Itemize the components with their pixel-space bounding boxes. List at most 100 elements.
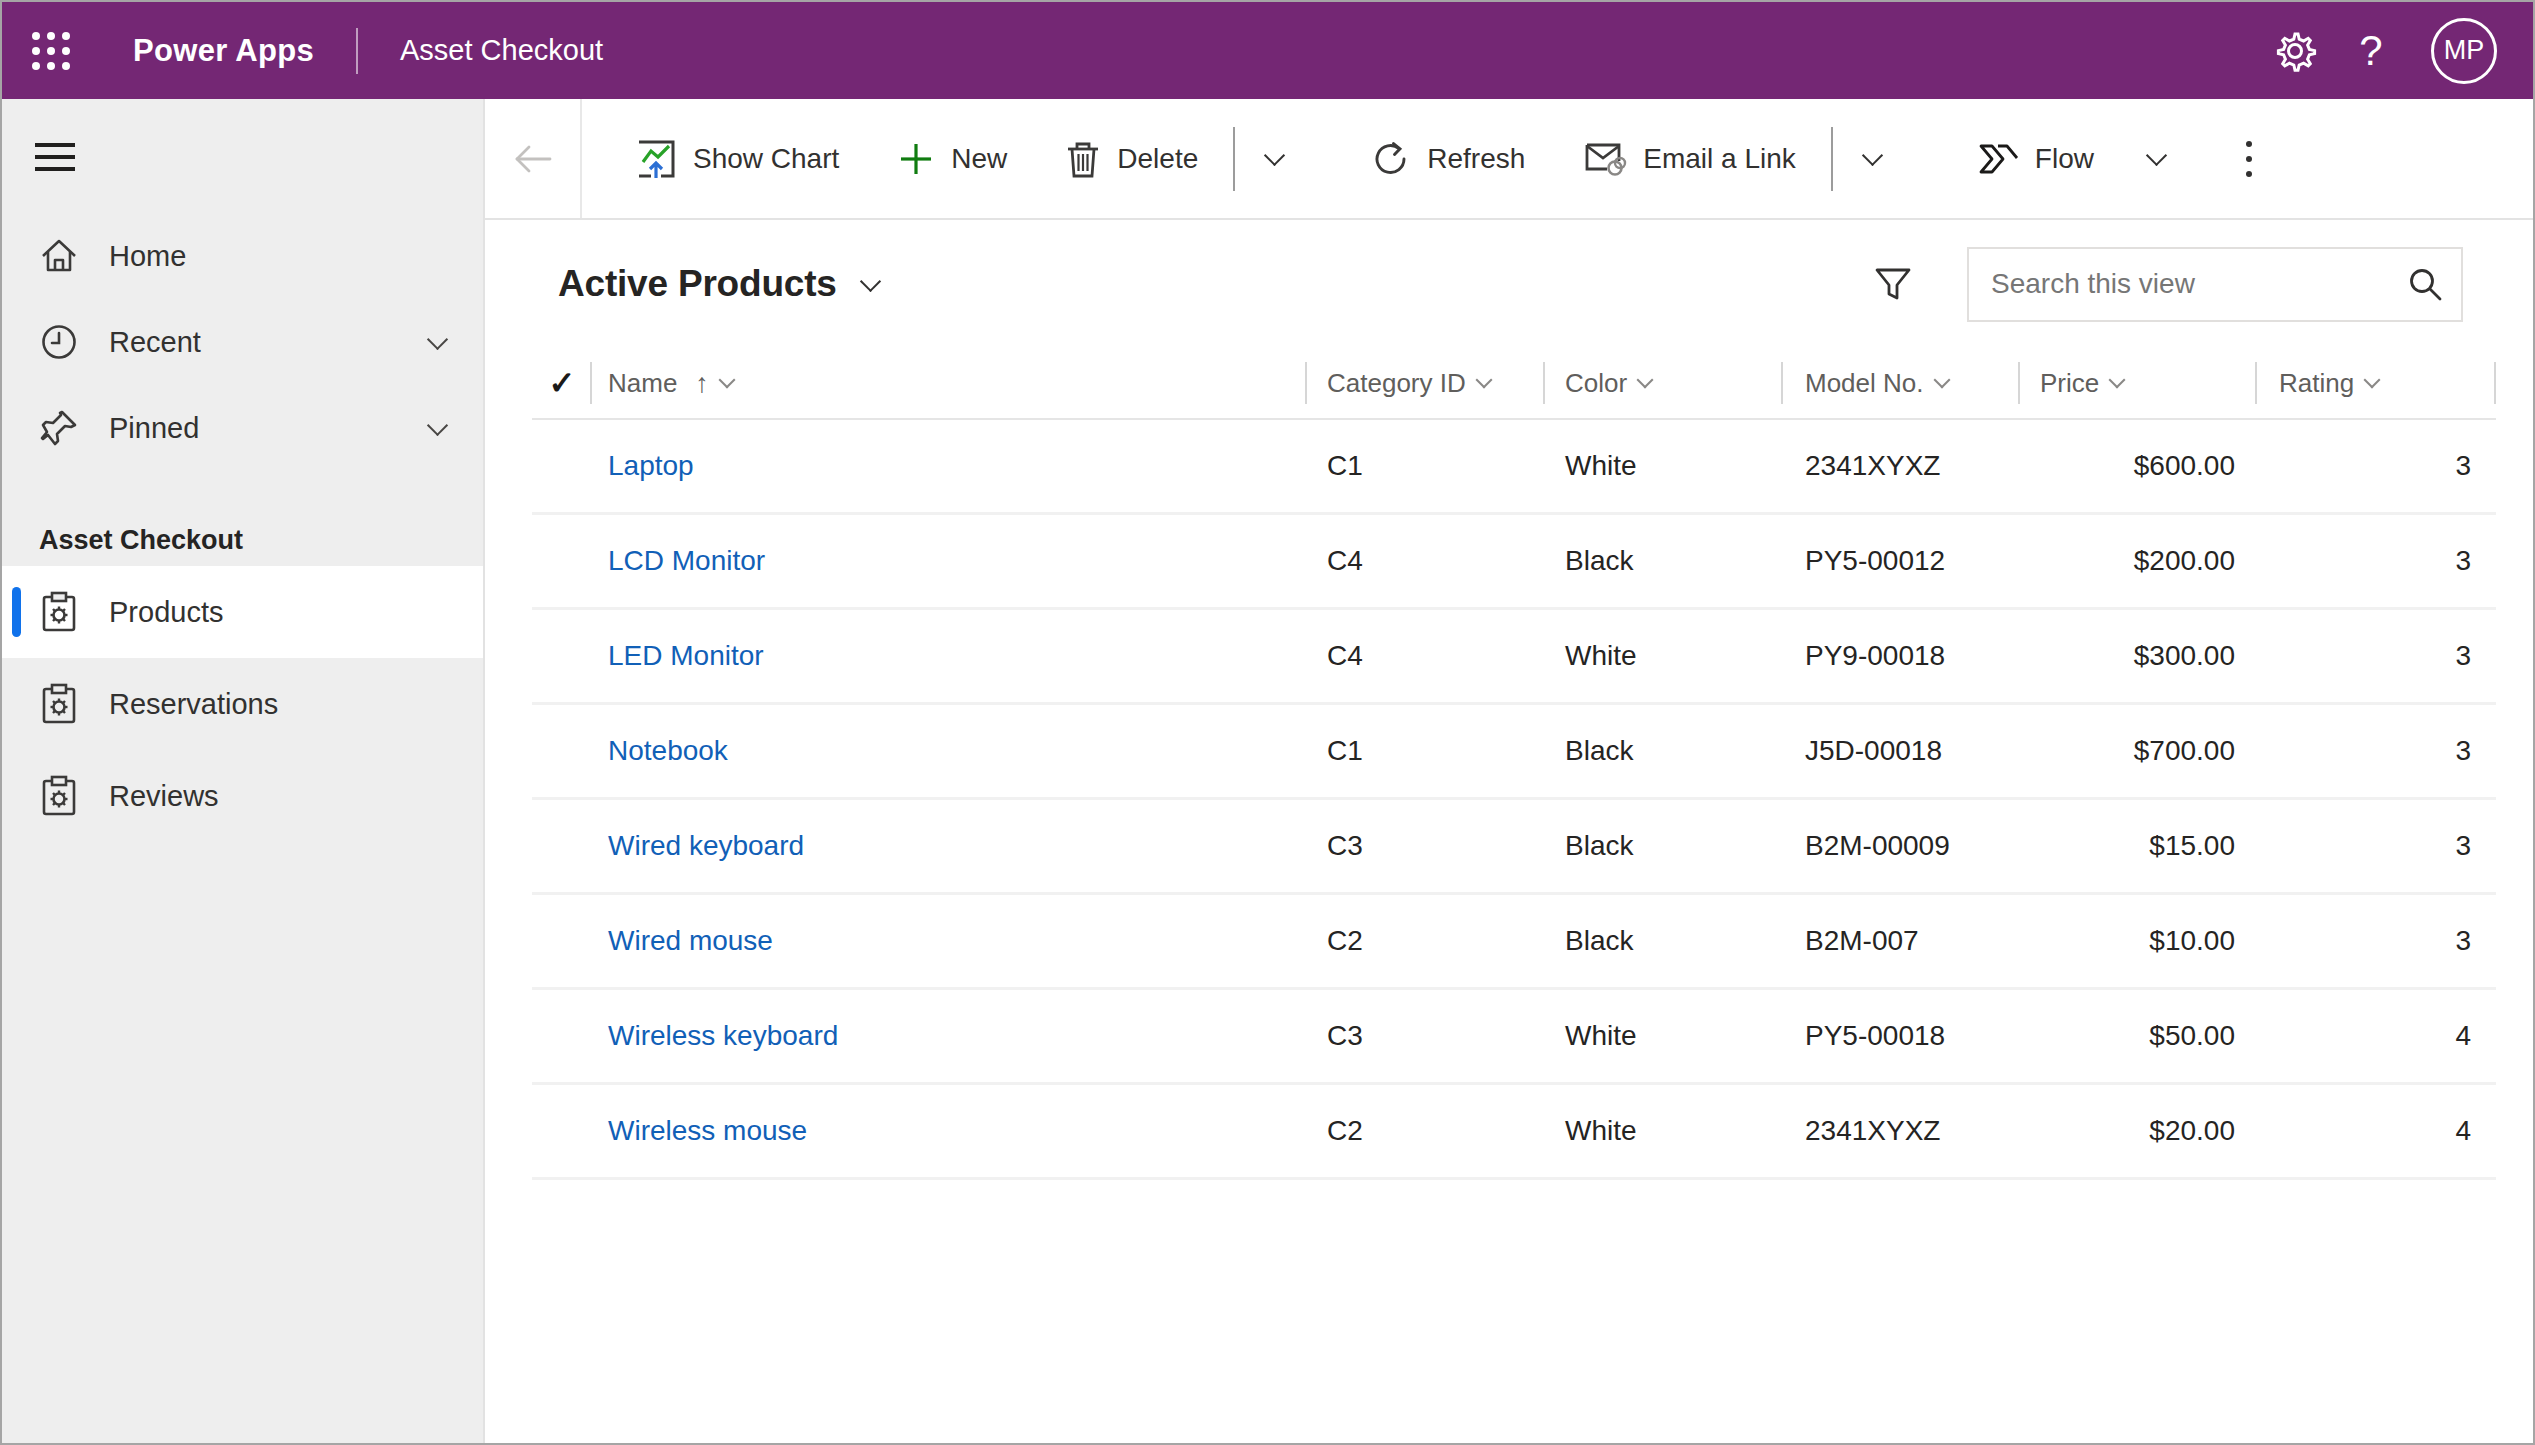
record-link[interactable]: LED Monitor xyxy=(608,640,764,671)
cell-rating: 4 xyxy=(2257,1020,2496,1052)
chevron-down-icon xyxy=(2146,145,2167,166)
back-button[interactable] xyxy=(485,99,580,218)
table-row[interactable]: Wired keyboard C3 Black B2M-00009 $15.00… xyxy=(532,800,2496,895)
cell-model-no: J5D-00018 xyxy=(1783,735,2020,767)
show-chart-label: Show Chart xyxy=(693,143,839,175)
column-label: Model No. xyxy=(1805,368,1924,399)
record-link[interactable]: Notebook xyxy=(608,735,728,766)
sidebar-item-reservations[interactable]: Reservations xyxy=(2,658,483,750)
email-overflow-button[interactable] xyxy=(1839,99,1906,218)
trash-icon xyxy=(1065,139,1101,179)
delete-button[interactable]: Delete xyxy=(1036,99,1227,218)
new-button[interactable]: New xyxy=(868,99,1036,218)
delete-overflow-button[interactable] xyxy=(1241,99,1308,218)
help-icon: ? xyxy=(2359,30,2382,72)
sidebar-item-pinned[interactable]: Pinned xyxy=(2,385,483,471)
chevron-down-icon xyxy=(1862,145,1883,166)
email-link-button[interactable]: Email a Link xyxy=(1554,99,1825,218)
search-input[interactable] xyxy=(1991,268,2405,300)
record-link[interactable]: Wireless keyboard xyxy=(608,1020,838,1051)
filter-button[interactable] xyxy=(1867,258,1919,310)
view-selector[interactable]: Active Products xyxy=(558,263,878,305)
cell-model-no: 2341XYXZ xyxy=(1783,1115,2020,1147)
checkmark-icon: ✓ xyxy=(549,364,576,402)
show-chart-icon xyxy=(635,138,677,180)
grid-header-row: ✓ Name ↑ Category ID Color xyxy=(532,348,2496,420)
commandbar-separator xyxy=(1831,127,1833,191)
more-commands-button[interactable] xyxy=(2216,99,2282,218)
select-all-checkbox[interactable]: ✓ xyxy=(532,348,592,418)
cell-price: $10.00 xyxy=(2020,925,2257,957)
table-row[interactable]: LED Monitor C4 White PY9-00018 $300.00 3 xyxy=(532,610,2496,705)
record-link[interactable]: Laptop xyxy=(608,450,694,481)
cell-color: Black xyxy=(1545,830,1783,862)
chevron-down-icon xyxy=(1475,372,1492,389)
refresh-button[interactable]: Refresh xyxy=(1342,99,1554,218)
column-header-category-id[interactable]: Category ID xyxy=(1307,348,1545,418)
table-row[interactable]: Wireless keyboard C3 White PY5-00018 $50… xyxy=(532,990,2496,1085)
product-name[interactable]: Power Apps xyxy=(133,33,314,69)
sitemap-toggle-button[interactable] xyxy=(35,137,79,177)
sidebar-item-home[interactable]: Home xyxy=(2,213,483,299)
cell-color: Black xyxy=(1545,735,1783,767)
cell-rating: 3 xyxy=(2257,640,2496,672)
app-name[interactable]: Asset Checkout xyxy=(400,34,603,67)
cell-color: White xyxy=(1545,450,1783,482)
record-link[interactable]: Wired keyboard xyxy=(608,830,804,861)
sidebar-item-label: Reservations xyxy=(109,688,278,721)
flow-button[interactable]: Flow xyxy=(1946,99,2123,218)
help-button[interactable]: ? xyxy=(2333,13,2409,89)
column-label: Color xyxy=(1565,368,1627,399)
data-grid: ✓ Name ↑ Category ID Color xyxy=(532,348,2496,1180)
filter-icon xyxy=(1872,263,1914,305)
cell-rating: 3 xyxy=(2257,450,2496,482)
search-button[interactable] xyxy=(2405,264,2445,304)
flow-overflow-button[interactable] xyxy=(2123,99,2190,218)
cell-price: $300.00 xyxy=(2020,640,2257,672)
chevron-down-icon xyxy=(1264,145,1285,166)
record-link[interactable]: Wireless mouse xyxy=(608,1115,807,1146)
sidebar: Home Recent xyxy=(2,99,485,1443)
table-row[interactable]: Laptop C1 White 2341XYXZ $600.00 3 xyxy=(532,420,2496,515)
sidebar-item-label: Pinned xyxy=(109,412,430,445)
column-header-model-no[interactable]: Model No. xyxy=(1783,348,2020,418)
table-row[interactable]: Wired mouse C2 Black B2M-007 $10.00 3 xyxy=(532,895,2496,990)
table-row[interactable]: LCD Monitor C4 Black PY5-00012 $200.00 3 xyxy=(532,515,2496,610)
command-bar: Show Chart New xyxy=(485,99,2533,220)
new-label: New xyxy=(951,143,1007,175)
table-row[interactable]: Notebook C1 Black J5D-00018 $700.00 3 xyxy=(532,705,2496,800)
column-header-rating[interactable]: Rating xyxy=(2257,348,2496,418)
avatar[interactable]: MP xyxy=(2431,18,2497,84)
clipboard-gear-icon xyxy=(39,683,79,725)
cell-category-id: C3 xyxy=(1307,830,1545,862)
sidebar-item-label: Reviews xyxy=(109,780,219,813)
record-link[interactable]: LCD Monitor xyxy=(608,545,765,576)
cell-rating: 4 xyxy=(2257,1115,2496,1147)
cell-price: $15.00 xyxy=(2020,830,2257,862)
cell-color: White xyxy=(1545,1020,1783,1052)
sidebar-item-reviews[interactable]: Reviews xyxy=(2,750,483,842)
show-chart-button[interactable]: Show Chart xyxy=(606,99,868,218)
chevron-down-icon xyxy=(427,328,448,349)
flow-icon xyxy=(1975,139,2019,179)
sidebar-item-label: Products xyxy=(109,596,223,629)
topbar-divider xyxy=(356,28,358,74)
cell-category-id: C4 xyxy=(1307,640,1545,672)
cell-price: $20.00 xyxy=(2020,1115,2257,1147)
column-header-color[interactable]: Color xyxy=(1545,348,1783,418)
commandbar-separator xyxy=(1233,127,1235,191)
gear-icon xyxy=(2272,28,2318,74)
sidebar-item-products[interactable]: Products xyxy=(2,566,483,658)
cell-price: $200.00 xyxy=(2020,545,2257,577)
sidebar-item-recent[interactable]: Recent xyxy=(2,299,483,385)
sidebar-nav: Home Recent xyxy=(2,213,483,471)
column-header-name[interactable]: Name ↑ xyxy=(592,348,1307,418)
clock-icon xyxy=(37,321,81,363)
cell-rating: 3 xyxy=(2257,735,2496,767)
column-header-price[interactable]: Price xyxy=(2020,348,2257,418)
app-launcher-button[interactable] xyxy=(2,2,99,99)
table-row[interactable]: Wireless mouse C2 White 2341XYXZ $20.00 … xyxy=(532,1085,2496,1180)
settings-button[interactable] xyxy=(2257,13,2333,89)
column-label: Name xyxy=(608,368,677,399)
record-link[interactable]: Wired mouse xyxy=(608,925,773,956)
